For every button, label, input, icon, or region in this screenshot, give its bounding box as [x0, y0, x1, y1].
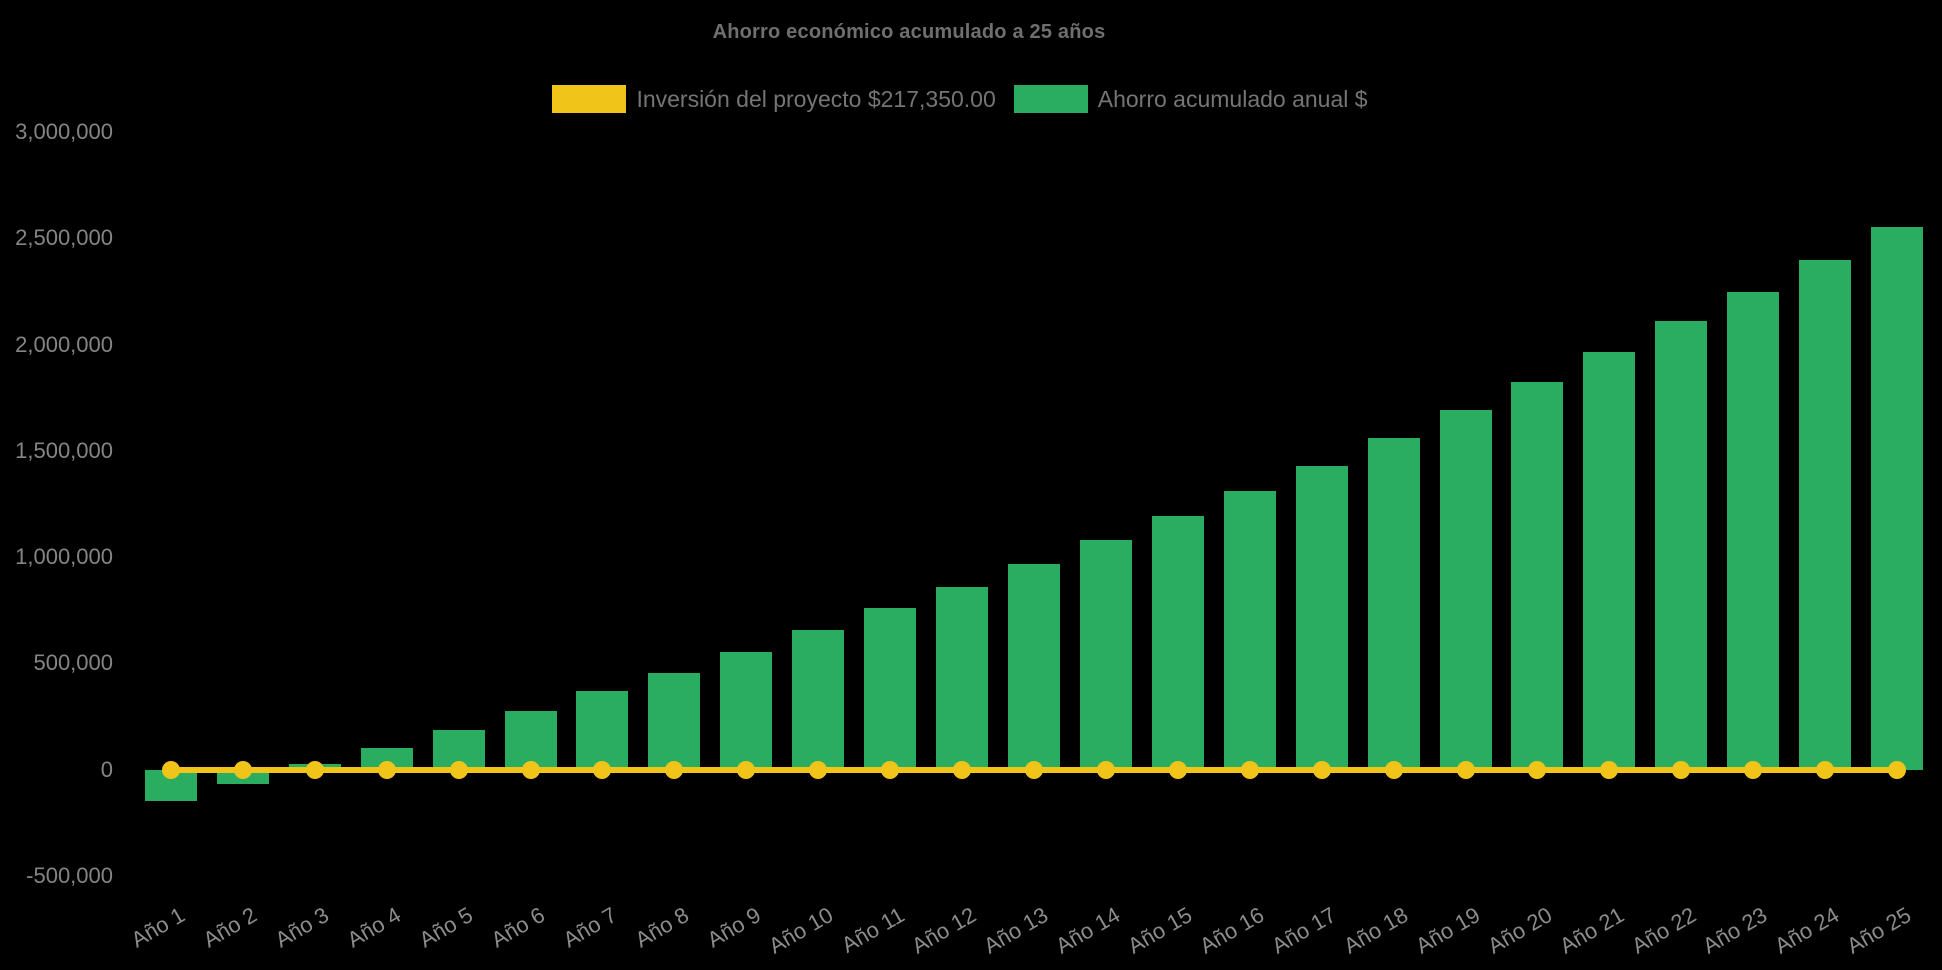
bar-year-22[interactable]: [1655, 321, 1708, 770]
investment-line-point-year-12: [953, 760, 972, 779]
bar-year-17[interactable]: [1295, 465, 1348, 770]
investment-line-point-year-24: [1816, 760, 1835, 779]
investment-line-point-year-1: [161, 760, 180, 779]
y-axis-label: 0: [100, 756, 113, 782]
investment-line-point-year-3: [305, 760, 324, 779]
x-axis-label: Año 11: [837, 902, 909, 958]
investment-line-point-year-22: [1672, 760, 1691, 779]
bar-year-6[interactable]: [504, 711, 557, 770]
legend-swatch-ahorro: [1013, 85, 1088, 113]
x-axis-label: Año 7: [558, 902, 621, 953]
chart-title: Ahorro económico acumulado a 25 años: [712, 21, 1106, 43]
bar-year-14[interactable]: [1079, 540, 1132, 770]
bar-year-23[interactable]: [1727, 292, 1780, 770]
bar-year-7[interactable]: [576, 691, 629, 770]
investment-line-point-year-7: [593, 760, 612, 779]
y-axis-label: 500,000: [33, 650, 113, 676]
x-axis-label: Año 22: [1626, 902, 1700, 959]
investment-line-point-year-6: [521, 760, 540, 779]
x-axis-label: Año 14: [1051, 902, 1125, 959]
bar-year-18[interactable]: [1367, 438, 1420, 770]
bar-year-24[interactable]: [1799, 259, 1852, 770]
investment-line-point-year-19: [1456, 760, 1475, 779]
bar-year-19[interactable]: [1439, 410, 1492, 770]
y-axis-label: 3,000,000: [15, 119, 113, 144]
x-axis-label: Año 21: [1554, 902, 1628, 959]
investment-line-point-year-15: [1168, 760, 1187, 779]
investment-line-point-year-25: [1888, 760, 1907, 779]
investment-line-point-year-10: [809, 760, 828, 779]
y-axis-label: 2,000,000: [15, 331, 113, 357]
x-axis-label: Año 18: [1339, 902, 1413, 959]
bar-year-13[interactable]: [1008, 563, 1060, 770]
x-axis-label: Año 24: [1770, 902, 1844, 959]
bar-year-16[interactable]: [1223, 491, 1276, 770]
x-axis-label: Año 10: [763, 902, 837, 959]
x-axis-label: Año 15: [1123, 902, 1197, 959]
x-axis-label: Año 13: [979, 902, 1053, 959]
investment-line-point-year-16: [1240, 760, 1259, 779]
x-axis-label: Año 8: [630, 902, 693, 953]
x-axis-label: Año 17: [1267, 902, 1341, 959]
x-axis-label: Año 25: [1842, 902, 1916, 959]
investment-line-point-year-13: [1025, 760, 1043, 779]
legend-label-ahorro: Ahorro acumulado anual $: [1097, 85, 1368, 112]
x-axis-label: Año 4: [342, 902, 406, 953]
y-axis-label: 2,500,000: [15, 225, 113, 251]
investment-line-point-year-18: [1384, 760, 1403, 779]
y-axis-label: 1,500,000: [15, 437, 113, 463]
bar-year-12[interactable]: [936, 586, 989, 770]
x-axis-label: Año 23: [1698, 902, 1772, 959]
bar-year-4[interactable]: [360, 748, 413, 770]
bar-year-10[interactable]: [792, 630, 845, 770]
x-axis-label: Año 6: [486, 902, 550, 953]
investment-line-point-year-2: [233, 760, 252, 779]
y-axis-label: -500,000: [26, 863, 113, 888]
bar-year-11[interactable]: [864, 608, 917, 770]
bar-year-8[interactable]: [648, 672, 701, 770]
bar-year-15[interactable]: [1151, 515, 1204, 770]
x-axis-label: Año 12: [907, 902, 981, 959]
legend-item-inversion[interactable]: Inversión del proyecto $217,350.00: [552, 85, 996, 113]
legend-label-inversion: Inversión del proyecto $217,350.00: [636, 85, 996, 112]
legend-swatch-inversion: [552, 85, 627, 113]
x-axis-label: Año 9: [702, 902, 765, 953]
investment-line-point-year-8: [665, 760, 684, 779]
investment-line-point-year-9: [737, 760, 756, 779]
bar-year-20[interactable]: [1511, 381, 1564, 770]
investment-line-point-year-20: [1528, 760, 1547, 779]
investment-line-point-year-4: [377, 760, 396, 779]
x-axis-label: Año 19: [1411, 902, 1485, 959]
x-axis-label: Año 3: [271, 902, 334, 953]
investment-line-point-year-23: [1744, 760, 1763, 779]
x-axis-label: Año 2: [199, 902, 262, 953]
investment-line-point-year-11: [881, 760, 900, 779]
x-axis-label: Año 5: [414, 902, 478, 953]
x-axis-label: Año 20: [1483, 902, 1556, 959]
legend-item-ahorro[interactable]: Ahorro acumulado anual $: [1013, 85, 1368, 113]
x-axis-label: Año 1: [127, 902, 190, 953]
investment-line-point-year-21: [1600, 760, 1619, 779]
investment-line-point-year-5: [449, 760, 468, 779]
investment-line-point-year-14: [1096, 760, 1115, 779]
investment-line-point-year-17: [1312, 760, 1331, 779]
bar-year-21[interactable]: [1583, 352, 1636, 770]
y-axis-label: 1,000,000: [15, 544, 113, 570]
legend: Inversión del proyecto $217,350.00 Ahorr…: [0, 85, 1920, 113]
x-axis-label: Año 16: [1195, 902, 1269, 959]
bar-year-25[interactable]: [1871, 226, 1924, 770]
bar-year-9[interactable]: [720, 651, 773, 770]
